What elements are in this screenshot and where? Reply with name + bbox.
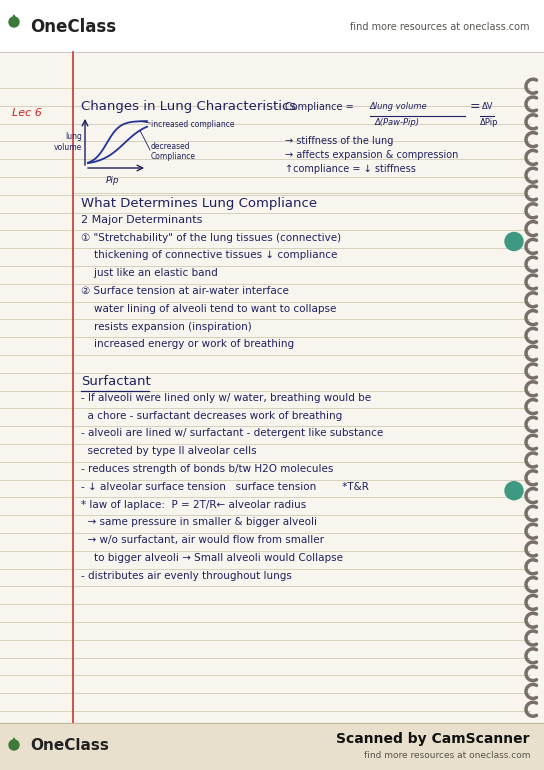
Text: =: =: [470, 100, 481, 113]
Text: Changes in Lung Characteristics: Changes in Lung Characteristics: [81, 100, 296, 113]
Text: OneClass: OneClass: [30, 738, 109, 752]
Text: OneClass: OneClass: [30, 18, 116, 36]
Text: lung
volume: lung volume: [54, 132, 82, 152]
Polygon shape: [11, 738, 17, 745]
Text: Lec 6: Lec 6: [12, 108, 42, 118]
Text: Surfactant: Surfactant: [81, 375, 151, 388]
Text: Δlung volume: Δlung volume: [370, 102, 428, 111]
Circle shape: [9, 17, 19, 27]
Text: resists expansion (inspiration): resists expansion (inspiration): [81, 322, 252, 332]
Text: What Determines Lung Compliance: What Determines Lung Compliance: [81, 197, 317, 210]
Text: find more resources at oneclass.com: find more resources at oneclass.com: [363, 751, 530, 759]
Text: - If alveoli were lined only w/ water, breathing would be: - If alveoli were lined only w/ water, b…: [81, 393, 371, 403]
Text: - distributes air evenly throughout lungs: - distributes air evenly throughout lung…: [81, 571, 292, 581]
Text: ↑compliance = ↓ stiffness: ↑compliance = ↓ stiffness: [285, 164, 416, 174]
Circle shape: [9, 740, 19, 750]
Circle shape: [505, 233, 523, 250]
Text: Compliance =: Compliance =: [285, 102, 354, 112]
Text: ΔV: ΔV: [482, 102, 493, 111]
Text: ② Surface tension at air-water interface: ② Surface tension at air-water interface: [81, 286, 289, 296]
Text: - ↓ alveolar surface tension   surface tension        *T&R: - ↓ alveolar surface tension surface ten…: [81, 482, 369, 492]
Circle shape: [505, 482, 523, 500]
Text: increased compliance: increased compliance: [151, 120, 234, 129]
Text: 2 Major Determinants: 2 Major Determinants: [81, 215, 202, 225]
Text: → same pressure in smaller & bigger alveoli: → same pressure in smaller & bigger alve…: [81, 517, 317, 527]
Text: → stiffness of the lung: → stiffness of the lung: [285, 136, 393, 146]
Text: → affects expansion & compression: → affects expansion & compression: [285, 150, 459, 160]
Text: - reduces strength of bonds b/tw H2O molecules: - reduces strength of bonds b/tw H2O mol…: [81, 464, 333, 474]
Text: thickening of connective tissues ↓ compliance: thickening of connective tissues ↓ compl…: [81, 250, 337, 260]
Polygon shape: [11, 15, 17, 22]
Text: Pip: Pip: [106, 176, 120, 185]
Text: a chore - surfactant decreases work of breathing: a chore - surfactant decreases work of b…: [81, 410, 342, 420]
Text: water lining of alveoli tend to want to collapse: water lining of alveoli tend to want to …: [81, 304, 336, 314]
Text: → w/o surfactant, air would flow from smaller: → w/o surfactant, air would flow from sm…: [81, 535, 324, 545]
Text: increased energy or work of breathing: increased energy or work of breathing: [81, 340, 294, 350]
Text: * law of laplace:  P = 2T/R← alveolar radius: * law of laplace: P = 2T/R← alveolar rad…: [81, 500, 306, 510]
Text: ① "Stretchability" of the lung tissues (connective): ① "Stretchability" of the lung tissues (…: [81, 233, 341, 243]
Text: ΔPip: ΔPip: [480, 118, 498, 127]
Text: just like an elastic band: just like an elastic band: [81, 268, 218, 278]
Text: Δ(Paw-Pip): Δ(Paw-Pip): [375, 118, 420, 127]
Text: Scanned by CamScanner: Scanned by CamScanner: [337, 732, 530, 746]
Text: to bigger alveoli → Small alveoli would Collapse: to bigger alveoli → Small alveoli would …: [81, 553, 343, 563]
Text: secreted by type II alveolar cells: secreted by type II alveolar cells: [81, 446, 257, 456]
Text: find more resources at oneclass.com: find more resources at oneclass.com: [350, 22, 530, 32]
Text: decreased
Compliance: decreased Compliance: [151, 142, 196, 162]
Text: - alveoli are lined w/ surfactant - detergent like substance: - alveoli are lined w/ surfactant - dete…: [81, 428, 384, 438]
